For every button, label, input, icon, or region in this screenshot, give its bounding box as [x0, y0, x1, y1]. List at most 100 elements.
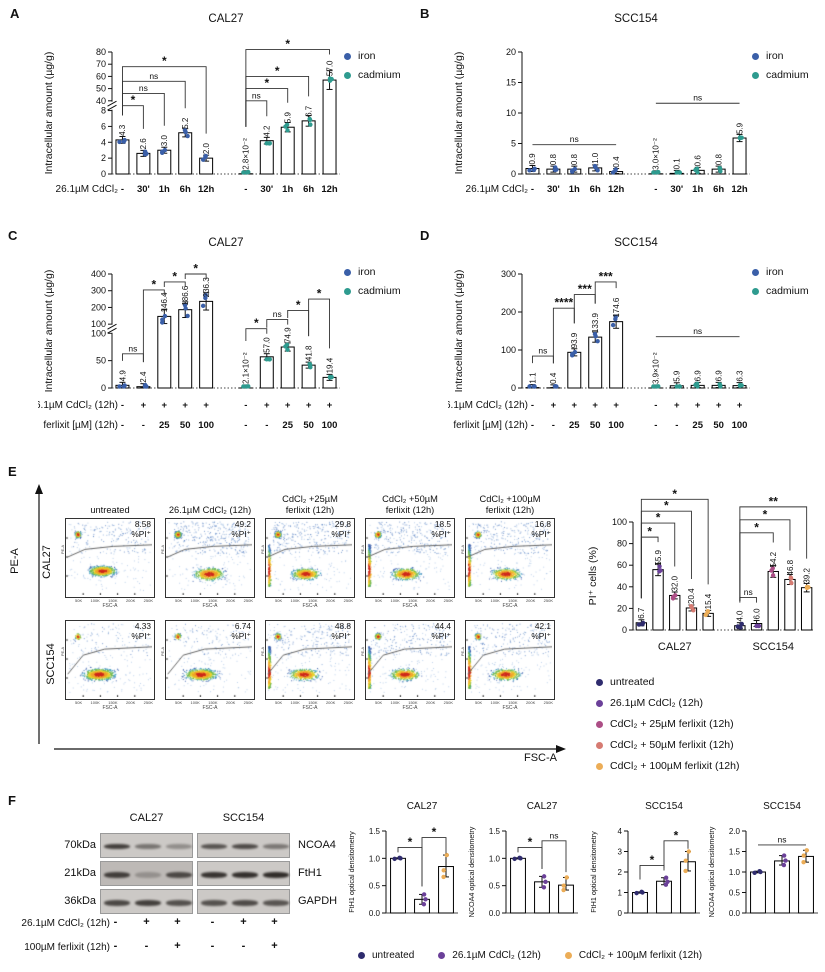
- sig-bracket: [122, 353, 144, 363]
- flow-pct-label: 16.8 %PI⁺: [531, 519, 551, 539]
- sig-bracket: [594, 281, 617, 304]
- sig-label: ****: [554, 296, 573, 310]
- data-dot: [610, 322, 616, 328]
- bar: [669, 594, 681, 631]
- legend-dot: [344, 52, 351, 60]
- sig-label: ns: [570, 134, 579, 144]
- x-tick-label: 1h: [159, 184, 170, 195]
- fsc-a-axis-arrow: [54, 745, 566, 753]
- x-tick-label: 30': [547, 184, 560, 195]
- bar: [157, 315, 172, 389]
- legend-dot: [344, 71, 351, 79]
- flow-pct-label: 18.5 %PI⁺: [431, 519, 451, 539]
- data-dot: [541, 885, 547, 890]
- chart-title: CAL27: [208, 237, 243, 249]
- sig-bracket: [639, 864, 665, 880]
- flow-scatter-canvas: [266, 519, 352, 595]
- y-axis-label: NCOA4 optical densitometry: [707, 826, 716, 917]
- x-tick-label: +: [203, 400, 209, 411]
- y-tick-label: 0: [101, 383, 106, 393]
- x-tick-label: -: [654, 420, 657, 431]
- flow-plot: 44.4 %PI⁺ PE-A 50K 100K 150K 200K 250K FSC-A: [360, 620, 460, 711]
- treatment-mark: -: [144, 940, 149, 952]
- blot-band: [134, 871, 161, 878]
- y-axis-label: NCOA4 optical densitometry: [467, 826, 476, 917]
- y-tick-label: 100: [612, 517, 627, 527]
- legend-label: CdCl₂ + 50µM ferlixit (12h): [610, 739, 734, 751]
- data-dot: [117, 139, 122, 145]
- data-dot: [441, 868, 446, 873]
- legend-dot: [438, 952, 446, 959]
- blot-band: [231, 871, 258, 878]
- flow-mini-xticks: 50K 100K 150K 200K 250K: [475, 700, 553, 705]
- legend-item: iron: [752, 50, 809, 62]
- bar-value-label: 5.2: [181, 117, 190, 129]
- blot-band: [165, 871, 192, 878]
- data-dot: [183, 129, 188, 135]
- sig-label: ns: [693, 93, 702, 103]
- blot-band: [262, 844, 289, 849]
- legend-dot: [596, 699, 603, 707]
- legend-dot: [564, 952, 572, 959]
- legend-item: 26.1µM CdCl₂ (12h): [596, 697, 739, 709]
- legend-dot: [752, 287, 759, 295]
- panel-label-d: D: [420, 228, 430, 243]
- sig-bracket: [142, 289, 165, 363]
- data-dot: [769, 568, 774, 573]
- flow-pct-label: 49.2 %PI⁺: [231, 519, 251, 539]
- bar-value-label: 39.2: [802, 568, 811, 584]
- sig-label: *: [131, 93, 136, 107]
- bar-value-label: 4.3: [118, 124, 127, 136]
- bar: [178, 132, 193, 175]
- blot-band: [231, 899, 258, 906]
- x-row-label: 26.1µM CdCl₂ (12h): [448, 400, 528, 411]
- data-dot: [241, 170, 246, 175]
- data-dot: [117, 384, 122, 389]
- western-blot-area: CAL27 SCC154 70kDa 21kDa 36kDa NCOA4 FtH…: [0, 806, 345, 972]
- data-dot: [640, 622, 645, 627]
- blot-marker-21kda: 21kDa: [64, 867, 96, 879]
- y-tick-label: 300: [91, 286, 106, 296]
- flow-mini-y-label: PE-A: [260, 544, 266, 555]
- y-tick-label: 200: [91, 302, 106, 312]
- data-dot: [308, 365, 313, 370]
- bar-value-label: 32.0: [671, 575, 680, 591]
- x-tick-label: +: [264, 400, 270, 411]
- bar: [199, 300, 214, 389]
- flow-mini-x-label: FSC-A: [302, 603, 318, 609]
- flow-mini-y-label: PE-A: [60, 544, 66, 555]
- sig-bracket: [421, 837, 447, 887]
- data-dot: [421, 892, 427, 897]
- panel-label-e: E: [8, 464, 17, 479]
- bar-value-label: 0.8: [549, 153, 558, 165]
- x-tick-label: 50: [590, 420, 601, 431]
- bar: [322, 79, 337, 175]
- bar-value-label: 2.6: [139, 138, 148, 150]
- bar-value-label: 3.0×10⁻²: [652, 138, 661, 170]
- y-tick-label: 100: [501, 345, 516, 355]
- flow-plot-canvas-frame: 6.74 %PI⁺ PE-A: [160, 620, 255, 700]
- bar-value-label: 4.0: [736, 610, 745, 622]
- fsc-a-axis-label: FSC-A: [524, 752, 557, 764]
- data-dot: [308, 122, 313, 127]
- blot-panel: [100, 861, 193, 886]
- sig-label: *: [151, 277, 156, 291]
- blot-panel: [100, 833, 193, 858]
- x-tick-label: 50: [180, 420, 191, 431]
- sig-label: ns: [550, 830, 559, 840]
- flow-column-title: CdCl₂ +100µM ferlixit (12h): [479, 494, 541, 516]
- flow-row-label-cal27: CAL27: [40, 545, 53, 579]
- legend-item: CdCl₂ + 25µM ferlixit (12h): [596, 718, 739, 730]
- x-tick-label: 100: [732, 420, 748, 431]
- data-dot: [572, 166, 578, 172]
- x-tick-label: 12h: [198, 184, 215, 195]
- y-tick-label: 50: [96, 356, 106, 366]
- legend-label: CdCl₂ + 25µM ferlixit (12h): [610, 718, 734, 730]
- data-dot: [572, 349, 578, 355]
- bar-value-label: 2.4: [139, 371, 148, 383]
- data-dot: [267, 141, 272, 146]
- x-tick-label: -: [654, 400, 657, 411]
- y-axis-label: Intracellular amount (µg/g): [43, 270, 55, 393]
- data-dot: [739, 621, 744, 627]
- blot-panel: [197, 833, 290, 858]
